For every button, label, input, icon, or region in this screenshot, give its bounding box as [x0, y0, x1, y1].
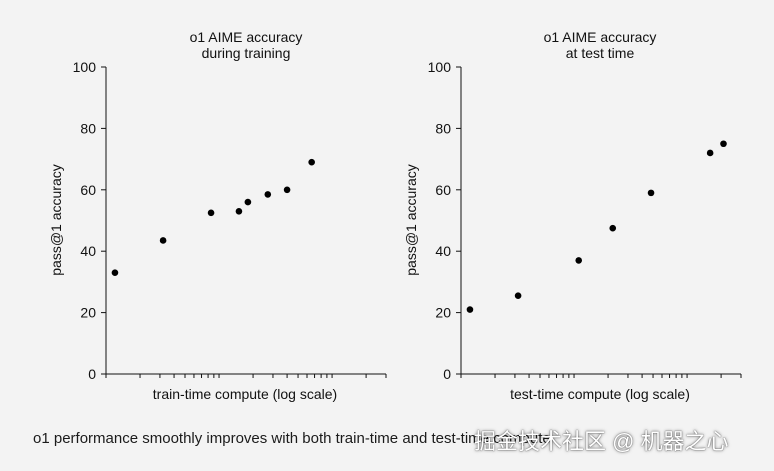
y-tick-label: 80: [80, 120, 96, 136]
data-point: [235, 207, 243, 215]
data-point: [244, 198, 252, 206]
figure-caption: o1 performance smoothly improves with bo…: [33, 430, 551, 447]
y-tick-label: 60: [80, 182, 96, 198]
chart-title-line-2: at test time: [566, 45, 635, 61]
y-tick-label: 80: [435, 120, 451, 136]
watermark: 掘金技术社区 @ 机器之心: [474, 429, 729, 454]
chart-panel-training: o1 AIME accuracy during training pass@1 …: [48, 29, 387, 402]
chart-panel-test-time: o1 AIME accuracy at test time pass@1 acc…: [403, 29, 742, 402]
data-point: [706, 149, 714, 157]
y-tick-label: 60: [435, 182, 451, 198]
y-tick-label: 0: [443, 366, 451, 382]
x-axis-label: test-time compute (log scale): [510, 386, 690, 402]
chart-title-line-1: o1 AIME accuracy: [544, 29, 657, 45]
y-tick-label: 40: [435, 243, 451, 259]
y-tick-label: 40: [80, 243, 96, 259]
y-tick-label: 0: [88, 366, 96, 382]
data-point: [720, 140, 727, 148]
data-point: [264, 191, 272, 198]
y-tick-label: 20: [80, 305, 96, 321]
data-point: [159, 237, 167, 244]
data-point: [308, 158, 315, 166]
y-tick-label: 100: [73, 59, 97, 75]
y-tick-label: 100: [428, 59, 452, 75]
data-point: [514, 292, 522, 300]
y-axis-label: pass@1 accuracy: [48, 164, 64, 275]
chart-title-line-2: during training: [202, 45, 291, 61]
data-point: [647, 189, 655, 197]
data-point: [575, 257, 583, 264]
chart-title-line-1: o1 AIME accuracy: [190, 29, 303, 45]
y-axis-label: pass@1 accuracy: [403, 164, 419, 275]
data-point: [283, 186, 291, 194]
data-point: [609, 224, 617, 232]
data-point: [466, 306, 474, 313]
x-axis-label: train-time compute (log scale): [153, 386, 337, 402]
data-point: [207, 209, 215, 217]
y-tick-label: 20: [435, 305, 451, 321]
data-point: [111, 269, 119, 276]
